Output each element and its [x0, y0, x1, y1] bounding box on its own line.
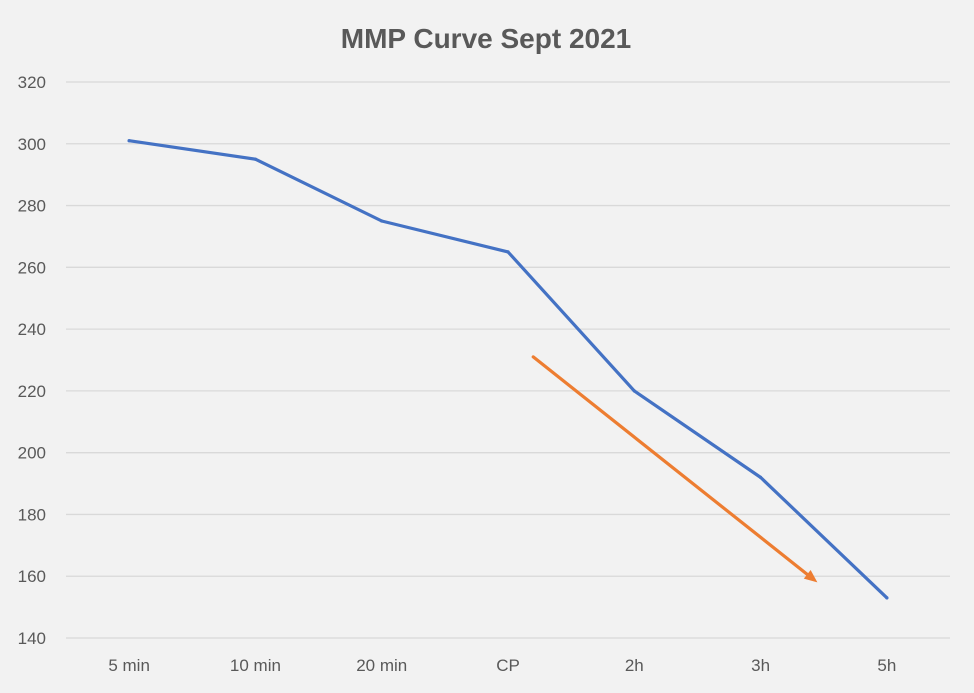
series-line-0: [127, 139, 889, 600]
gridlines: [66, 81, 950, 639]
data-point: [758, 475, 763, 479]
y-axis-ticks: 140 160 180 200 220 240 260 280 300 320: [18, 73, 46, 648]
y-tick-label: 200: [18, 444, 46, 463]
x-tick-label: 20 min: [356, 656, 407, 675]
data-point: [885, 596, 889, 600]
x-tick-label: CP: [496, 656, 520, 675]
x-tick-label: 5h: [877, 656, 896, 675]
data-point: [506, 250, 510, 254]
y-tick-label: 260: [18, 258, 46, 277]
trend-arrow-line: [531, 355, 809, 576]
chart-title: MMP Curve Sept 2021: [341, 23, 632, 54]
y-tick-label: 240: [18, 320, 46, 339]
data-point: [127, 139, 131, 143]
data-point: [253, 157, 258, 161]
annotation-layer: [531, 355, 818, 583]
x-tick-label: 10 min: [230, 656, 281, 675]
y-tick-label: 320: [18, 73, 46, 92]
y-tick-label: 140: [18, 629, 46, 648]
trend-arrow-head: [803, 570, 818, 583]
x-tick-label: 3h: [751, 656, 770, 675]
data-point: [380, 219, 384, 223]
y-tick-label: 180: [18, 505, 46, 524]
data-point: [632, 389, 636, 393]
x-tick-label: 5 min: [108, 656, 150, 675]
y-tick-label: 300: [18, 135, 46, 154]
y-tick-label: 220: [18, 382, 46, 401]
series-layer: [127, 139, 889, 600]
x-axis-ticks: 5 min 10 min 20 min CP 2h 3h 5h: [108, 656, 896, 675]
y-tick-label: 160: [18, 567, 46, 586]
x-tick-label: 2h: [625, 656, 644, 675]
y-tick-label: 280: [18, 197, 46, 216]
